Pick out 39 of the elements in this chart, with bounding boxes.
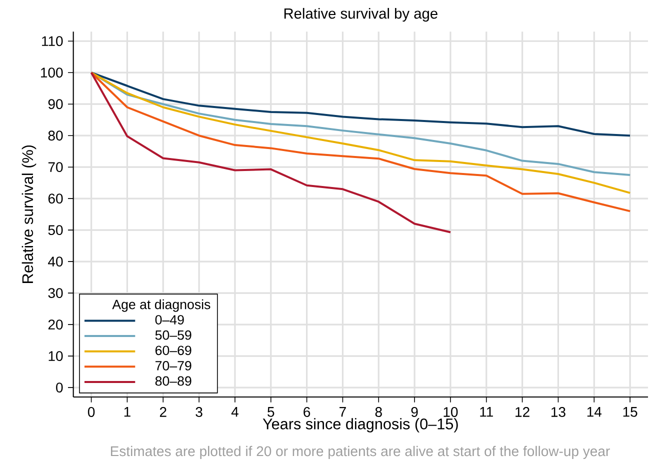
y-tick-label: 70 — [48, 162, 63, 172]
x-tick-label: 15 — [623, 407, 638, 417]
x-tick-label: 11 — [480, 407, 493, 417]
chart-title: Relative survival by age — [284, 8, 438, 22]
y-axis-title: Relative survival (%) — [22, 145, 36, 283]
y-tick-label: 60 — [48, 194, 63, 204]
legend-label: 70–79 — [156, 361, 192, 370]
y-tick-label: 40 — [48, 256, 63, 267]
y-tick-label: 100 — [41, 68, 63, 78]
x-tick-label: 13 — [551, 407, 566, 417]
x-tick-label: 6 — [304, 407, 310, 417]
x-tick-label: 14 — [587, 407, 602, 417]
legend-label: 60–69 — [155, 346, 192, 356]
y-tick-label: 50 — [48, 225, 63, 236]
x-tick-label: 7 — [340, 407, 346, 417]
y-tick-label: 20 — [48, 320, 63, 330]
x-tick-label: 1 — [124, 407, 130, 417]
x-tick-label: 2 — [160, 407, 166, 417]
x-tick-label: 8 — [375, 407, 382, 417]
y-tick-label: 80 — [48, 130, 63, 141]
x-tick-label: 3 — [196, 407, 202, 417]
legend-title: Age at diagnosis — [112, 299, 210, 312]
y-tick-label: 10 — [48, 351, 63, 362]
y-tick-label: 90 — [48, 99, 63, 110]
x-axis-title: Years since diagnosis (0–15) — [262, 418, 458, 432]
line-series — [90, 72, 452, 234]
x-tick-label: 12 — [516, 407, 530, 417]
y-tick-label: 0 — [56, 382, 63, 393]
x-tick-label: 10 — [444, 407, 458, 417]
x-tick-label: 0 — [88, 407, 95, 417]
x-tick-label: 5 — [268, 407, 274, 417]
legend-label: 50–59 — [155, 330, 192, 340]
legend-label: 0–49 — [155, 315, 184, 324]
x-tick-label: 4 — [231, 407, 238, 417]
text: Estimates are plotted if 20 or more patients are alive at start of the follow-up year — [110, 446, 610, 459]
y-tick-label: 110 — [42, 36, 63, 46]
x-tick-label: 9 — [411, 407, 418, 417]
legend-label: 80–89 — [155, 376, 192, 386]
y-tick-label: 30 — [48, 288, 63, 298]
